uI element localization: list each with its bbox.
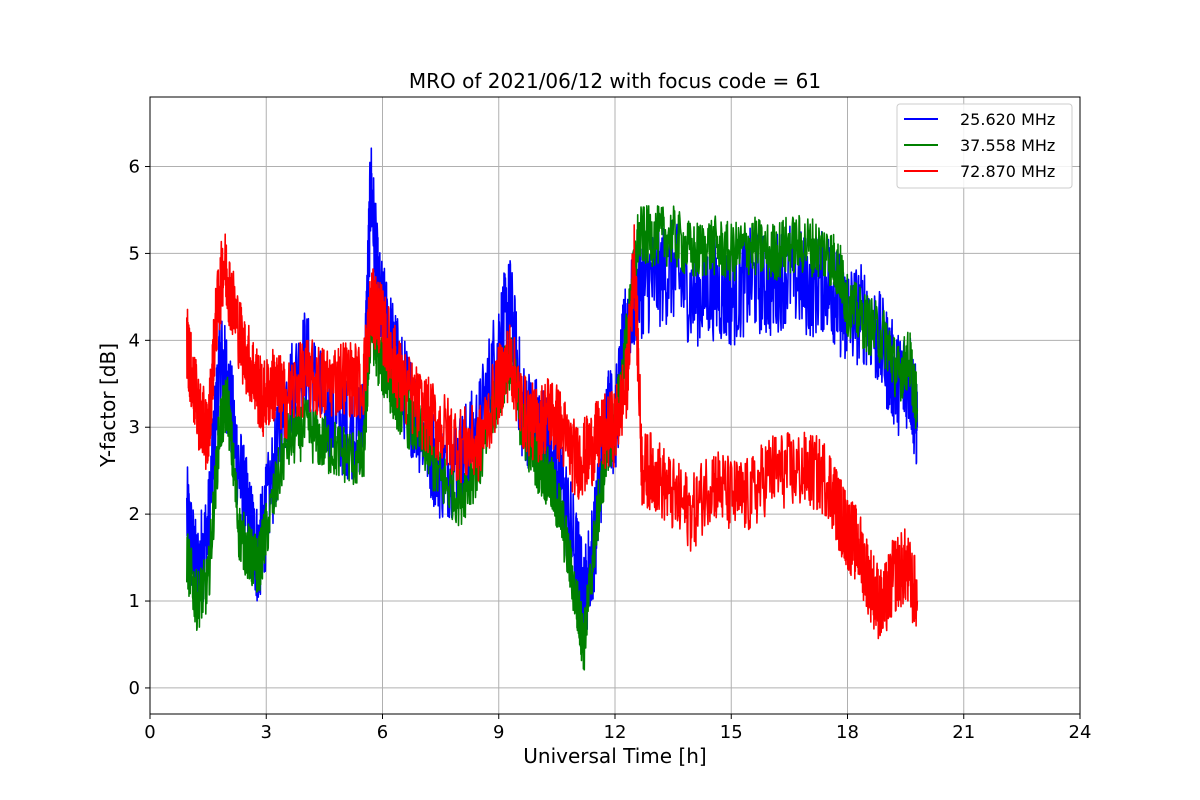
y-axis: 0 1 2 3 4 5 6 [129,157,150,699]
legend-box [896,103,1073,189]
legend-label-0: 25.620 MHz [960,110,1055,129]
legend-label-1: 37.558 MHz [960,136,1055,155]
x-tick-label: 0 [144,722,155,743]
legend-label-2: 72.870 MHz [960,162,1055,181]
x-tick-label: 12 [604,722,627,743]
x-axis-label: Universal Time [h] [523,744,706,768]
x-tick-label: 15 [720,722,743,743]
x-axis: 0 3 6 9 12 15 18 21 24 [144,714,1091,743]
chart-title: MRO of 2021/06/12 with focus code = 61 [409,69,821,93]
y-tick-label: 5 [129,243,140,264]
x-tick-label: 24 [1069,722,1092,743]
y-tick-label: 3 [129,417,140,438]
y-tick-label: 2 [129,504,140,525]
y-axis-label: Y-factor [dB] [96,343,120,468]
x-tick-label: 3 [261,722,272,743]
series-line-1 [186,205,919,671]
x-tick-label: 21 [952,722,975,743]
x-tick-label: 6 [377,722,388,743]
legend: 25.620 MHz 37.558 MHz 72.870 MHz [896,103,1073,189]
y-tick-label: 6 [129,157,140,178]
series-layer [186,147,919,671]
x-tick-label: 18 [836,722,859,743]
series-line-2 [186,224,919,640]
y-tick-label: 0 [129,678,140,699]
y-tick-label: 4 [129,330,140,351]
x-tick-label: 9 [493,722,504,743]
y-tick-label: 1 [129,591,140,612]
